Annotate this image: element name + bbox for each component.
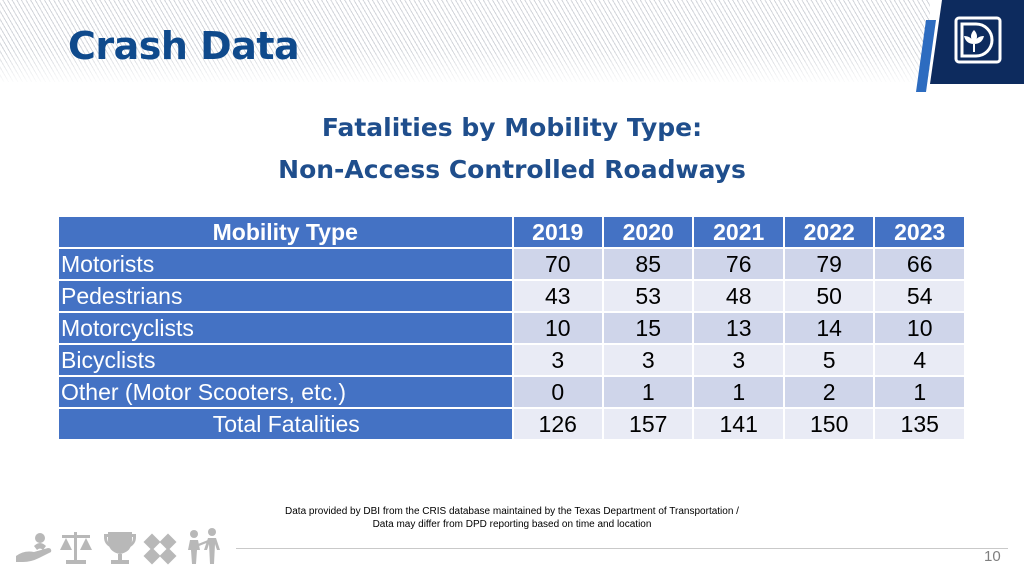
table-cell: 5 <box>782 343 876 377</box>
hand-icon <box>16 533 52 562</box>
table-header-row: Mobility Type 2019 2020 2021 2022 2023 <box>57 215 966 249</box>
table-cell: 4 <box>873 343 966 377</box>
column-header-2019: 2019 <box>511 215 604 249</box>
table-cell: 10 <box>511 311 604 345</box>
table-cell: 157 <box>601 407 695 441</box>
table-cell: 10 <box>873 311 966 345</box>
table-cell: 3 <box>511 343 604 377</box>
logo-d-icon <box>960 22 994 58</box>
diversity-icon <box>143 533 177 565</box>
footer-divider <box>236 548 1008 549</box>
table-cell: 43 <box>511 279 604 313</box>
row-label: Other (Motor Scooters, etc.) <box>57 375 514 409</box>
table-row: Motorists 70 85 76 79 66 <box>57 247 966 281</box>
table-cell: 79 <box>782 247 876 281</box>
table-cell: 53 <box>601 279 695 313</box>
table-cell: 141 <box>692 407 785 441</box>
table-row: Other (Motor Scooters, etc.) 0 1 1 2 1 <box>57 375 966 409</box>
table-cell: 50 <box>782 279 876 313</box>
table-cell: 135 <box>873 407 966 441</box>
table-cell: 15 <box>601 311 695 345</box>
table-cell: 66 <box>873 247 966 281</box>
row-label-total: Total Fatalities <box>57 407 514 441</box>
page-title: Crash Data <box>68 24 300 68</box>
table-cell: 76 <box>692 247 785 281</box>
trophy-icon <box>104 532 136 564</box>
table-cell: 85 <box>601 247 695 281</box>
table-cell: 3 <box>601 343 695 377</box>
footnote-line-2: Data may differ from DPD reporting based… <box>372 519 652 530</box>
table-row: Bicyclists 3 3 3 5 4 <box>57 343 966 377</box>
fatalities-table: Mobility Type 2019 2020 2021 2022 2023 M… <box>57 215 966 441</box>
table-cell: 54 <box>873 279 966 313</box>
column-header-2023: 2023 <box>873 215 966 249</box>
column-header-2022: 2022 <box>782 215 876 249</box>
row-label: Motorists <box>57 247 514 281</box>
column-header-2021: 2021 <box>692 215 785 249</box>
table-cell: 3 <box>692 343 785 377</box>
table-row: Pedestrians 43 53 48 50 54 <box>57 279 966 313</box>
table-cell: 1 <box>692 375 785 409</box>
column-header-2020: 2020 <box>601 215 695 249</box>
scales-icon <box>60 532 92 564</box>
footnote-line-1: Data provided by DBI from the CRIS datab… <box>285 506 739 517</box>
row-label: Bicyclists <box>57 343 514 377</box>
table-cell: 1 <box>873 375 966 409</box>
table-row: Motorcyclists 10 15 13 14 10 <box>57 311 966 345</box>
table-cell: 14 <box>782 311 876 345</box>
table-cell: 150 <box>782 407 876 441</box>
row-label: Pedestrians <box>57 279 514 313</box>
row-label: Motorcyclists <box>57 311 514 345</box>
dallas-logo <box>916 0 1024 92</box>
table-cell: 0 <box>511 375 604 409</box>
column-header-mobility-type: Mobility Type <box>57 215 514 249</box>
table-cell: 13 <box>692 311 785 345</box>
footer-icon-strip <box>14 526 236 568</box>
header-hatch-fade <box>0 0 930 82</box>
subtitle-line-1: Fatalities by Mobility Type: <box>321 113 703 142</box>
table-cell: 2 <box>782 375 876 409</box>
table-cell: 48 <box>692 279 785 313</box>
table-cell: 70 <box>511 247 604 281</box>
subtitle-line-2: Non-Access Controlled Roadways <box>278 155 746 184</box>
table-cell: 1 <box>601 375 695 409</box>
page-number: 10 <box>984 548 1001 565</box>
people-icon <box>188 528 220 564</box>
table-cell: 126 <box>511 407 604 441</box>
table-row-total: Total Fatalities 126 157 141 150 135 <box>57 407 966 441</box>
